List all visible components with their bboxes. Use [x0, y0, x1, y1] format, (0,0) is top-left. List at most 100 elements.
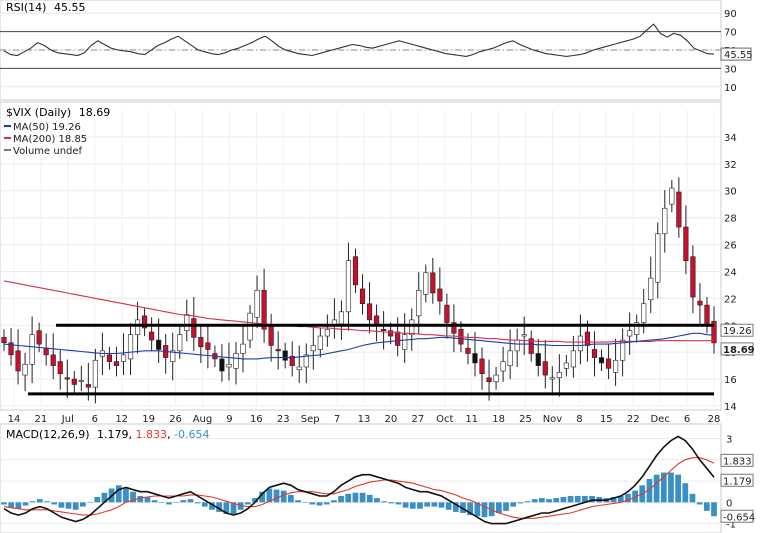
macd-histogram-bar	[359, 492, 366, 503]
macd-histogram-bar	[187, 499, 194, 503]
macd-histogram-bar	[531, 499, 538, 503]
macd-histogram-bar	[309, 502, 316, 505]
macd-line	[3, 435, 715, 525]
macd-histogram-bar	[352, 492, 359, 503]
macd-tick-label: 3	[726, 435, 732, 446]
macd-histogram-bar	[417, 502, 423, 509]
candle-body	[303, 354, 309, 368]
candle-body	[641, 303, 647, 323]
date-tick-label: 21	[35, 414, 48, 425]
price-tick-label: 16	[724, 375, 737, 386]
macd-signal-line	[3, 457, 715, 519]
price-title-value: 18.69	[79, 106, 111, 119]
date-tick-label: 15	[600, 414, 613, 425]
date-tick-label: Jul	[61, 414, 74, 425]
rsi-tick-label: 10	[724, 83, 737, 94]
date-tick-label: 12	[115, 414, 128, 425]
candle-body	[15, 350, 21, 372]
macd-tick-label: -1	[726, 520, 736, 531]
macd-histogram-bar	[123, 487, 129, 503]
macd-histogram-bar	[252, 498, 258, 503]
macd-sep-2: ,	[167, 428, 174, 441]
macd-histogram-bar	[625, 493, 631, 503]
date-tick-label: 19	[142, 414, 155, 425]
macd-title-name: MACD(12,26,9)	[6, 428, 90, 441]
candle-body	[120, 354, 127, 362]
candle-body	[338, 311, 345, 325]
candle-body	[177, 334, 183, 352]
date-tick-label: Aug	[193, 414, 213, 425]
date-tick-label: 16	[250, 414, 263, 425]
macd-histogram-bar	[668, 472, 674, 503]
macd-histogram-bar	[58, 502, 65, 508]
candle-body	[205, 342, 211, 350]
macd-histogram-bar	[15, 502, 22, 509]
rsi-line	[3, 23, 715, 57]
ma200-line	[3, 280, 714, 343]
macd-histogram-bar	[87, 502, 93, 503]
macd-histogram-bar	[503, 502, 509, 511]
legend-entry: Volume undef	[13, 146, 83, 157]
macd-histogram-bar	[517, 502, 524, 504]
candle-body	[388, 330, 394, 337]
candle-body	[542, 361, 548, 376]
macd-histogram-bar	[402, 502, 409, 508]
price-panel-frame	[0, 101, 722, 411]
candle-body	[479, 358, 485, 375]
candle-body	[275, 349, 281, 352]
candle-body	[669, 187, 675, 205]
price-tick-label: 30	[724, 187, 737, 198]
candle-body	[683, 226, 689, 261]
rsi-title-name: RSI(14)	[6, 1, 46, 14]
date-tick-label: 28	[708, 414, 721, 425]
macd-histogram-bar	[8, 502, 15, 508]
date-tick-label: 8	[576, 414, 582, 425]
candle-body	[359, 288, 366, 305]
candle-body	[612, 359, 619, 373]
price-tick-label: 26	[724, 241, 737, 252]
macd-histogram-bar	[230, 502, 237, 515]
candle-body	[416, 289, 422, 317]
macd-histogram-bar	[445, 502, 452, 510]
candle-body	[233, 353, 239, 369]
candle-body	[29, 334, 35, 365]
candle-body	[113, 361, 120, 366]
macd-histogram-bar	[675, 474, 682, 503]
candle-body	[627, 330, 633, 337]
candle-body	[395, 331, 401, 346]
macd-histogram-bar	[244, 502, 251, 505]
candle-body	[8, 342, 14, 356]
candle-body	[127, 334, 134, 360]
macd-histogram-bar	[703, 502, 710, 511]
candle-body	[254, 289, 260, 318]
candle-body	[198, 337, 204, 348]
price-gridlines	[0, 110, 721, 407]
macd-histogram-bar	[331, 500, 337, 503]
candle-body	[184, 314, 190, 331]
macd-histogram-bar	[689, 493, 696, 503]
candle-body	[704, 304, 710, 326]
candle-body	[598, 357, 605, 364]
macd-histogram-bar	[539, 498, 545, 503]
rsi-tick-label: 70	[724, 28, 737, 39]
macd-histogram-bar	[653, 474, 660, 503]
candle-body	[345, 260, 352, 313]
candle-body	[465, 347, 471, 354]
macd-histogram-bar	[660, 472, 667, 503]
macd-histogram-bar	[288, 494, 294, 503]
candle-body	[662, 207, 668, 235]
candle-body	[106, 354, 113, 362]
price-title: $VIX (Daily) 18.69	[6, 106, 110, 119]
price-tick-label: 32	[724, 160, 737, 171]
macd-histogram-bar	[431, 502, 438, 507]
ma50-last-value-box	[720, 323, 754, 337]
date-tick-label: 22	[627, 414, 640, 425]
macd-hist-last-box	[720, 509, 754, 523]
macd-histogram-bar	[481, 502, 488, 518]
macd-histogram-bar	[201, 502, 208, 507]
date-tick-label: 26	[169, 414, 182, 425]
macd-histogram-bar	[166, 502, 172, 505]
macd-histogram-bar	[280, 490, 287, 503]
legend-entry: MA(200) 18.85	[13, 134, 87, 145]
